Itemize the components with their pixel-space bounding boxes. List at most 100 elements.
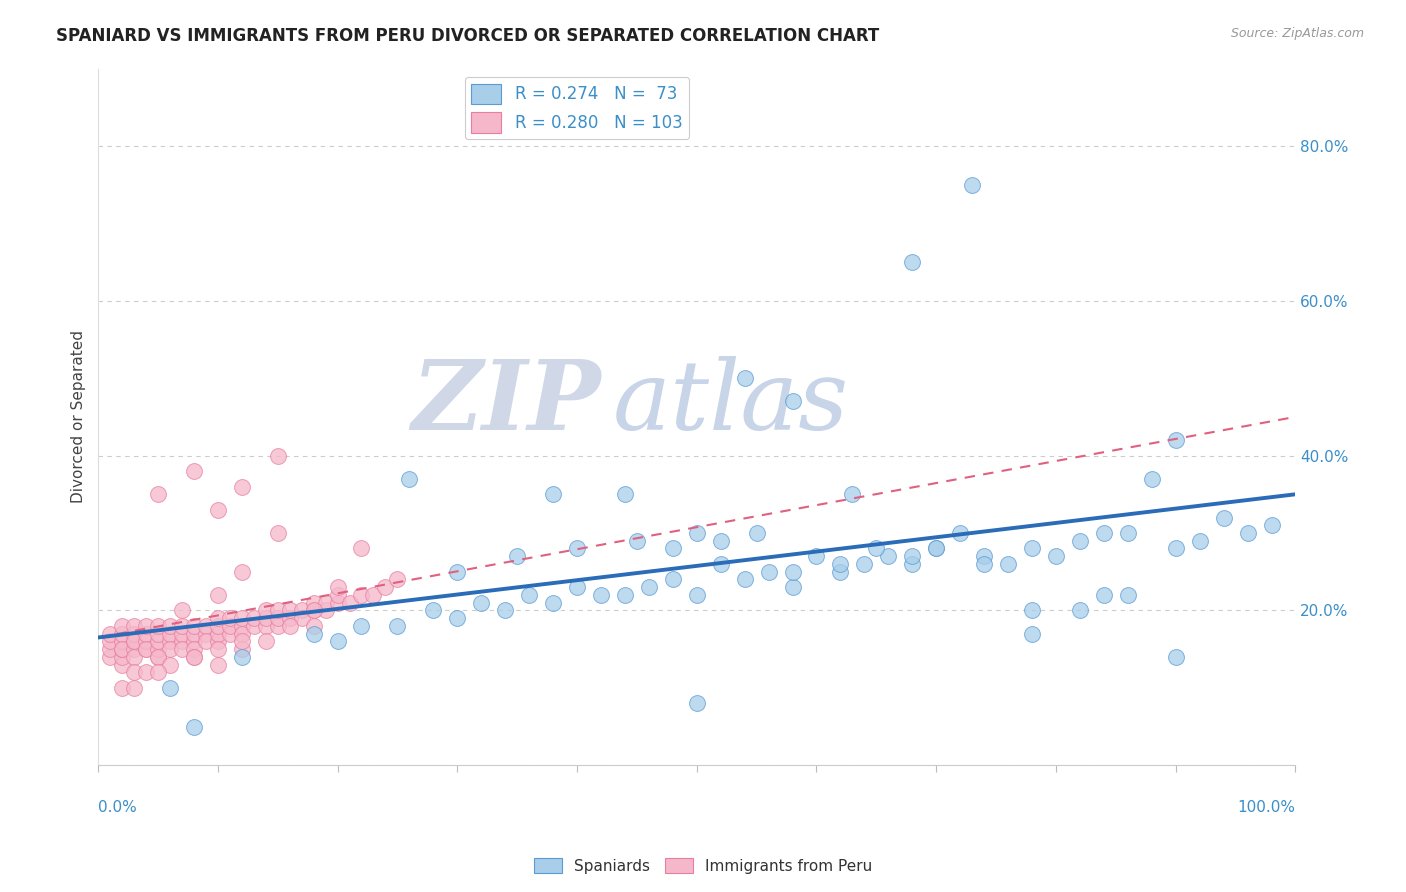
Point bbox=[183, 634, 205, 648]
Point bbox=[231, 565, 253, 579]
Point bbox=[1116, 526, 1139, 541]
Point bbox=[494, 603, 516, 617]
Point bbox=[278, 611, 301, 625]
Point bbox=[122, 634, 145, 648]
Point bbox=[218, 619, 240, 633]
Point bbox=[207, 619, 229, 633]
Point bbox=[686, 526, 709, 541]
Point bbox=[901, 549, 924, 564]
Point bbox=[170, 603, 193, 617]
Point bbox=[194, 634, 217, 648]
Point bbox=[1021, 541, 1043, 556]
Point bbox=[1092, 588, 1115, 602]
Text: Source: ZipAtlas.com: Source: ZipAtlas.com bbox=[1230, 27, 1364, 40]
Point bbox=[949, 526, 972, 541]
Point bbox=[159, 657, 181, 672]
Point bbox=[291, 611, 314, 625]
Point bbox=[159, 681, 181, 695]
Point bbox=[758, 565, 780, 579]
Text: SPANIARD VS IMMIGRANTS FROM PERU DIVORCED OR SEPARATED CORRELATION CHART: SPANIARD VS IMMIGRANTS FROM PERU DIVORCE… bbox=[56, 27, 880, 45]
Point bbox=[122, 681, 145, 695]
Point bbox=[973, 549, 995, 564]
Point bbox=[686, 696, 709, 710]
Point bbox=[302, 596, 325, 610]
Point bbox=[254, 603, 277, 617]
Point bbox=[207, 657, 229, 672]
Point bbox=[183, 626, 205, 640]
Point bbox=[997, 557, 1019, 571]
Point bbox=[98, 634, 121, 648]
Point bbox=[111, 681, 134, 695]
Point bbox=[806, 549, 828, 564]
Point bbox=[231, 479, 253, 493]
Point bbox=[254, 619, 277, 633]
Point bbox=[326, 588, 349, 602]
Point bbox=[111, 642, 134, 657]
Point bbox=[278, 619, 301, 633]
Point bbox=[446, 611, 468, 625]
Point bbox=[135, 642, 157, 657]
Point bbox=[146, 649, 169, 664]
Point bbox=[146, 642, 169, 657]
Point bbox=[254, 634, 277, 648]
Point bbox=[1021, 603, 1043, 617]
Point bbox=[122, 649, 145, 664]
Point bbox=[925, 541, 948, 556]
Point bbox=[339, 596, 361, 610]
Point bbox=[242, 619, 264, 633]
Point bbox=[135, 665, 157, 680]
Point bbox=[326, 596, 349, 610]
Legend: Spaniards, Immigrants from Peru: Spaniards, Immigrants from Peru bbox=[527, 852, 879, 880]
Y-axis label: Divorced or Separated: Divorced or Separated bbox=[72, 330, 86, 503]
Point bbox=[278, 603, 301, 617]
Point bbox=[877, 549, 900, 564]
Text: atlas: atlas bbox=[613, 356, 849, 450]
Point bbox=[565, 580, 588, 594]
Point bbox=[254, 611, 277, 625]
Point bbox=[686, 588, 709, 602]
Point bbox=[218, 611, 240, 625]
Point bbox=[146, 619, 169, 633]
Point bbox=[302, 626, 325, 640]
Point bbox=[302, 603, 325, 617]
Point bbox=[541, 596, 564, 610]
Point bbox=[1021, 626, 1043, 640]
Point bbox=[901, 255, 924, 269]
Point bbox=[830, 565, 852, 579]
Point bbox=[1188, 533, 1211, 548]
Text: ZIP: ZIP bbox=[412, 356, 600, 450]
Point bbox=[111, 657, 134, 672]
Point bbox=[422, 603, 444, 617]
Point bbox=[470, 596, 492, 610]
Point bbox=[194, 619, 217, 633]
Text: 100.0%: 100.0% bbox=[1237, 800, 1295, 815]
Point bbox=[207, 634, 229, 648]
Point bbox=[1069, 533, 1091, 548]
Point bbox=[207, 642, 229, 657]
Point bbox=[170, 634, 193, 648]
Point bbox=[662, 541, 685, 556]
Point bbox=[1116, 588, 1139, 602]
Point bbox=[387, 619, 409, 633]
Point bbox=[350, 541, 373, 556]
Point bbox=[901, 557, 924, 571]
Point bbox=[183, 649, 205, 664]
Point bbox=[782, 394, 804, 409]
Point bbox=[159, 619, 181, 633]
Point bbox=[315, 603, 337, 617]
Point bbox=[231, 649, 253, 664]
Point bbox=[170, 626, 193, 640]
Point bbox=[146, 649, 169, 664]
Point bbox=[266, 526, 288, 541]
Point bbox=[207, 626, 229, 640]
Point bbox=[626, 533, 648, 548]
Point bbox=[830, 557, 852, 571]
Point bbox=[398, 472, 420, 486]
Point bbox=[146, 626, 169, 640]
Point bbox=[146, 634, 169, 648]
Point bbox=[1069, 603, 1091, 617]
Point bbox=[326, 634, 349, 648]
Point bbox=[111, 634, 134, 648]
Point bbox=[613, 487, 636, 501]
Point bbox=[613, 588, 636, 602]
